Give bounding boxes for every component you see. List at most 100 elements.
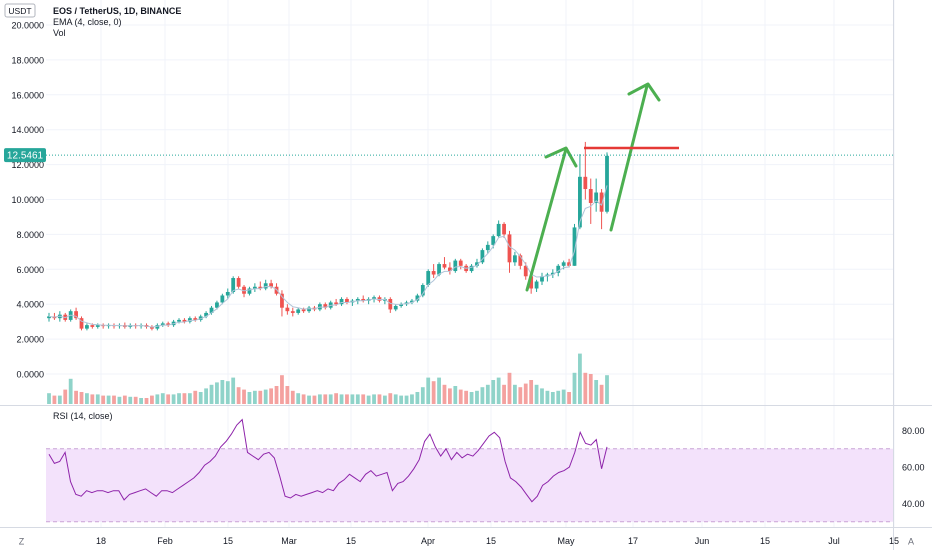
candle-body <box>345 298 349 303</box>
candle-body <box>220 295 225 303</box>
volume-bar <box>220 380 225 404</box>
ema-line <box>48 185 608 328</box>
volume-bar <box>101 395 106 404</box>
volume-bar <box>561 389 566 404</box>
zoom-icon[interactable]: Z <box>19 537 25 547</box>
candle-body <box>410 300 414 303</box>
volume-bar <box>469 392 474 404</box>
time-tick-label: 17 <box>628 536 638 546</box>
candle-body <box>372 297 376 299</box>
rsi-tick-label: 60.00 <box>902 463 925 473</box>
candle-body <box>480 250 485 263</box>
currency-box[interactable] <box>4 3 36 18</box>
volume-bar <box>215 382 219 404</box>
volume-bar <box>426 377 431 404</box>
volume-bar <box>345 394 349 404</box>
volume-bar <box>415 392 420 404</box>
last-price-badge: 12.5461 <box>4 148 46 163</box>
price-tick-label: 10.0000 <box>11 195 44 205</box>
candle-body <box>361 298 366 301</box>
volume-bar <box>236 387 241 404</box>
candle-body <box>507 234 512 263</box>
volume-bar <box>139 398 143 404</box>
volume-bar <box>204 388 209 404</box>
candle-body <box>90 325 95 327</box>
volume-bar <box>491 380 496 404</box>
volume-bar <box>274 386 279 404</box>
auto-scale-button[interactable]: A <box>908 537 914 547</box>
volume-bar <box>177 393 181 404</box>
volume-bar <box>496 377 501 404</box>
time-tick-label: 15 <box>760 536 770 546</box>
candle-body <box>605 155 609 212</box>
volume-bar <box>263 389 268 404</box>
candle-body <box>513 255 517 263</box>
volume-bar <box>150 395 154 404</box>
volume-bar <box>68 378 73 404</box>
candle-body <box>578 176 582 228</box>
candle-body <box>556 265 561 273</box>
candle-body <box>442 264 447 268</box>
volume-bar <box>355 394 360 404</box>
volume-bar <box>523 383 528 404</box>
time-axis[interactable]: 18 Feb 15 Mar 15 Apr 15 May 17 Jun 15 Jul 15 <box>96 536 899 546</box>
arrow-up-1-head <box>544 146 578 168</box>
volume-bar <box>193 390 198 404</box>
volume-bar <box>290 390 295 404</box>
price-tick-label: 14.0000 <box>11 125 44 135</box>
volume-bar <box>106 395 111 404</box>
arrow-up-2-head <box>627 82 661 102</box>
last-price-label: 12.5461 <box>7 151 44 162</box>
volume-bar <box>225 381 230 404</box>
time-tick-label: Apr <box>421 536 435 546</box>
volume-bar <box>485 384 490 404</box>
candle-body <box>415 295 420 301</box>
price-tick-label: 18.0000 <box>11 55 44 65</box>
volume-bar <box>334 393 339 404</box>
candle-body <box>166 323 171 326</box>
volume-bar <box>480 387 485 404</box>
rsi-axis[interactable]: 80.00 60.00 40.00 <box>902 426 925 509</box>
time-tick-label: 15 <box>346 536 356 546</box>
volume-bar <box>285 386 290 404</box>
candle-body <box>225 291 230 296</box>
volume-bar <box>404 395 409 404</box>
volume-bar <box>166 394 171 404</box>
rsi-legend[interactable]: RSI (14, close) <box>53 411 113 421</box>
zoom-button[interactable] <box>14 534 29 548</box>
candle-body <box>252 286 257 289</box>
volume-bar <box>74 390 78 404</box>
candle-body <box>388 298 393 310</box>
volume-bar <box>112 395 116 404</box>
volume-bar <box>567 392 571 404</box>
price-tick-label: 8.0000 <box>16 230 44 240</box>
volume-bar <box>328 394 333 404</box>
candle-body <box>431 271 436 275</box>
volume-bar <box>453 386 458 404</box>
ema-legend[interactable]: EMA (4, close, 0) <box>53 17 122 27</box>
price-axis[interactable]: 20.0000 18.0000 16.0000 14.0000 12.0000 10.00… <box>11 21 44 380</box>
volume-bar <box>122 395 127 404</box>
time-tick-label: 15 <box>889 536 899 546</box>
volume-bar <box>63 389 68 404</box>
symbol-legend[interactable]: EOS / TetherUS, 1D, BINANCE <box>53 6 181 16</box>
volume-bar <box>540 388 544 404</box>
volume-bar <box>57 395 62 404</box>
volume-bar <box>128 396 133 404</box>
vol-legend[interactable]: Vol <box>53 28 66 38</box>
volume-bar <box>545 390 550 404</box>
volume-bar <box>144 398 149 404</box>
volume-bar <box>475 390 479 404</box>
volume-bar <box>280 375 284 404</box>
candle-body <box>588 189 593 203</box>
volume-bar <box>372 394 376 404</box>
candle-body <box>258 286 263 289</box>
volume-bar <box>431 381 436 404</box>
volume-bar <box>410 394 414 404</box>
volume-bar <box>79 392 84 404</box>
volume-bar <box>117 396 122 404</box>
volume-bar <box>317 394 322 404</box>
time-tick-label: Feb <box>157 536 173 546</box>
candle-body <box>529 276 534 289</box>
